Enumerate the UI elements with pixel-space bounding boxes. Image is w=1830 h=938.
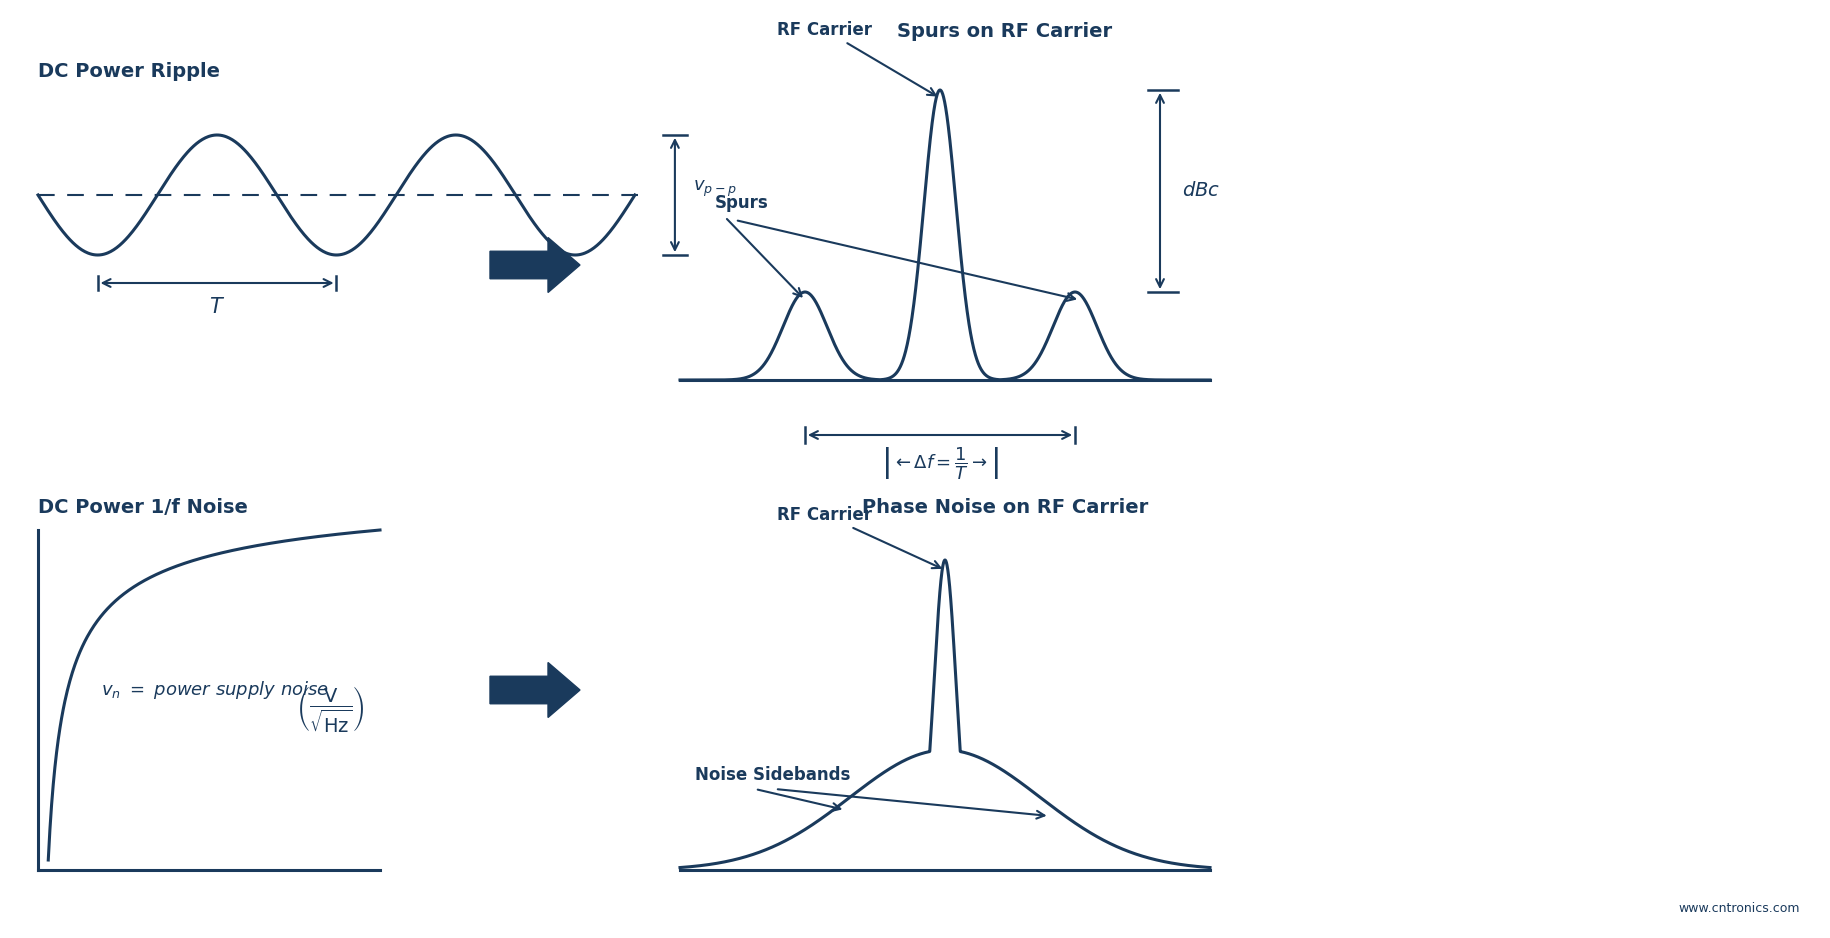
FancyArrow shape xyxy=(490,237,580,293)
Text: Phase Noise on RF Carrier: Phase Noise on RF Carrier xyxy=(862,498,1147,517)
Text: Noise Sidebands: Noise Sidebands xyxy=(695,766,849,784)
Text: Spurs on RF Carrier: Spurs on RF Carrier xyxy=(897,22,1113,41)
FancyArrow shape xyxy=(490,662,580,718)
Text: www.cntronics.com: www.cntronics.com xyxy=(1678,902,1799,915)
Text: RF Carrier: RF Carrier xyxy=(778,506,941,568)
Text: RF Carrier: RF Carrier xyxy=(778,21,935,96)
Text: $\left(\dfrac{\mathrm{V}}{\sqrt{\mathrm{Hz}}}\right)$: $\left(\dfrac{\mathrm{V}}{\sqrt{\mathrm{… xyxy=(295,685,364,735)
Text: $v_n$ $=$ power supply noise: $v_n$ $=$ power supply noise xyxy=(101,679,329,701)
Text: $T$: $T$ xyxy=(209,297,225,317)
Text: DC Power Ripple: DC Power Ripple xyxy=(38,62,220,81)
Text: DC Power 1/f Noise: DC Power 1/f Noise xyxy=(38,498,247,517)
Text: $dBc$: $dBc$ xyxy=(1182,181,1219,201)
Text: $v_{p-p}$: $v_{p-p}$ xyxy=(692,179,736,199)
Text: Spurs: Spurs xyxy=(714,194,769,212)
Text: $\left|\leftarrow\Delta f = \dfrac{1}{T}\rightarrow\right|$: $\left|\leftarrow\Delta f = \dfrac{1}{T}… xyxy=(880,445,999,481)
